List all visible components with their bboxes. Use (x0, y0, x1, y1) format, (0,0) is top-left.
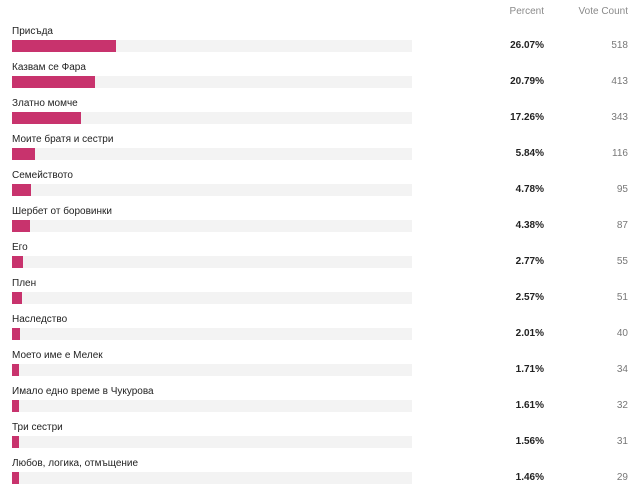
bar-fill (12, 112, 82, 124)
result-row: Любов, логика, отмъщение 1.46% 29 (0, 454, 639, 490)
option-label: Имало едно време в Чукурова (12, 386, 154, 397)
bar-fill (12, 400, 19, 412)
result-row: Шербет от боровинки 4.38% 87 (0, 202, 639, 238)
vote-count-value: 34 (616, 364, 628, 375)
option-label: Три сестри (12, 422, 63, 433)
option-label: Присъда (12, 26, 53, 37)
percent-value: 1.61% (515, 400, 544, 411)
result-row: Его 2.77% 55 (0, 238, 639, 274)
vote-count-column-header: Vote Count (578, 6, 628, 17)
percent-value: 1.46% (515, 472, 544, 483)
percent-value: 2.57% (515, 292, 544, 303)
vote-count-value: 29 (616, 472, 628, 483)
result-row: Моето име е Мелек 1.71% 34 (0, 346, 639, 382)
percent-value: 5.84% (515, 148, 544, 159)
bar-track (12, 220, 412, 232)
bar-fill (12, 76, 96, 88)
percent-value: 2.01% (515, 328, 544, 339)
percent-value: 1.56% (515, 436, 544, 447)
bar-track (12, 148, 412, 160)
bar-track (12, 400, 412, 412)
percent-value: 17.26% (510, 112, 544, 123)
bar-fill (12, 148, 36, 160)
result-row: Златно момче 17.26% 343 (0, 94, 639, 130)
result-row: Наследство 2.01% 40 (0, 310, 639, 346)
vote-count-value: 55 (616, 256, 628, 267)
option-label: Наследство (12, 314, 68, 325)
results-header: Percent Vote Count (0, 0, 639, 22)
bar-track (12, 112, 412, 124)
percent-value: 26.07% (510, 40, 544, 51)
percent-column-header: Percent (509, 6, 544, 17)
bar-fill (12, 436, 19, 448)
option-label: Златно момче (12, 98, 78, 109)
bar-fill (12, 256, 24, 268)
bar-track (12, 364, 412, 376)
bar-track (12, 184, 412, 196)
option-label: Его (12, 242, 28, 253)
vote-count-value: 95 (616, 184, 628, 195)
vote-count-value: 343 (611, 112, 628, 123)
vote-count-value: 87 (616, 220, 628, 231)
result-row: Плен 2.57% 51 (0, 274, 639, 310)
option-label: Шербет от боровинки (12, 206, 112, 217)
vote-count-value: 32 (616, 400, 628, 411)
vote-count-value: 518 (611, 40, 628, 51)
percent-value: 2.77% (515, 256, 544, 267)
bar-track (12, 76, 412, 88)
option-label: Моите братя и сестри (12, 134, 114, 145)
bar-fill (12, 364, 19, 376)
bar-fill (12, 40, 117, 52)
bar-fill (12, 292, 23, 304)
option-label: Семейството (12, 170, 73, 181)
vote-count-value: 51 (616, 292, 628, 303)
bar-fill (12, 184, 32, 196)
bar-track (12, 40, 412, 52)
result-row: Моите братя и сестри 5.84% 116 (0, 130, 639, 166)
bar-track (12, 256, 412, 268)
result-row: Казвам се Фара 20.79% 413 (0, 58, 639, 94)
bar-track (12, 472, 412, 484)
percent-value: 4.38% (515, 220, 544, 231)
bar-fill (12, 472, 19, 484)
result-row: Присъда 26.07% 518 (0, 22, 639, 58)
bar-fill (12, 220, 30, 232)
vote-count-value: 31 (616, 436, 628, 447)
bar-fill (12, 328, 21, 340)
result-row: Имало едно време в Чукурова 1.61% 32 (0, 382, 639, 418)
option-label: Любов, логика, отмъщение (12, 458, 139, 469)
bar-track (12, 328, 412, 340)
vote-count-value: 116 (612, 148, 628, 159)
result-row: Три сестри 1.56% 31 (0, 418, 639, 454)
percent-value: 20.79% (510, 76, 544, 87)
vote-count-value: 413 (611, 76, 628, 87)
option-label: Плен (12, 278, 37, 289)
result-row: Семейството 4.78% 95 (0, 166, 639, 202)
vote-count-value: 40 (616, 328, 628, 339)
percent-value: 1.71% (515, 364, 544, 375)
bar-track (12, 436, 412, 448)
percent-value: 4.78% (515, 184, 544, 195)
bar-track (12, 292, 412, 304)
option-label: Моето име е Мелек (12, 350, 103, 361)
option-label: Казвам се Фара (12, 62, 86, 73)
